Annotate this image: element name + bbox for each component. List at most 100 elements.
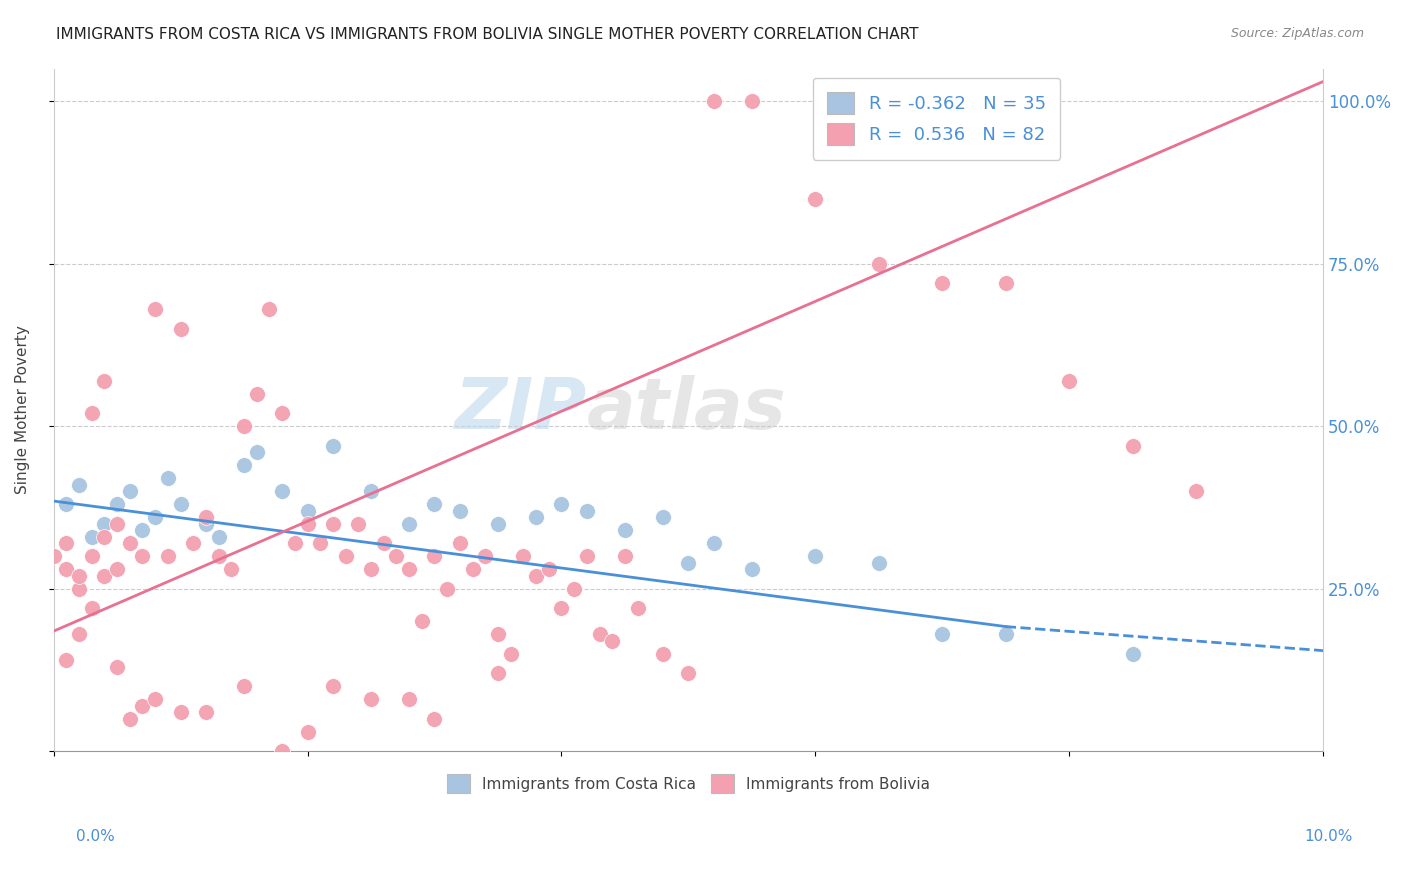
Point — [423, 497, 446, 511]
Point — [360, 484, 382, 499]
Point — [461, 562, 484, 576]
Point — [347, 516, 370, 531]
Point — [221, 562, 243, 576]
Text: 10.0%: 10.0% — [1305, 830, 1353, 844]
Point — [194, 516, 217, 531]
Point — [271, 406, 294, 420]
Point — [67, 582, 90, 596]
Point — [1057, 374, 1080, 388]
Point — [80, 530, 103, 544]
Point — [703, 536, 725, 550]
Point — [512, 549, 534, 564]
Point — [194, 510, 217, 524]
Point — [868, 556, 890, 570]
Point — [474, 549, 496, 564]
Point — [297, 516, 319, 531]
Point — [131, 524, 153, 538]
Point — [613, 549, 636, 564]
Point — [67, 627, 90, 641]
Point — [994, 276, 1017, 290]
Point — [398, 516, 420, 531]
Text: Source: ZipAtlas.com: Source: ZipAtlas.com — [1230, 27, 1364, 40]
Point — [284, 536, 307, 550]
Point — [868, 257, 890, 271]
Point — [55, 653, 77, 667]
Text: atlas: atlas — [586, 376, 786, 444]
Point — [741, 562, 763, 576]
Point — [436, 582, 458, 596]
Point — [118, 536, 141, 550]
Point — [169, 706, 191, 720]
Point — [741, 94, 763, 108]
Point — [652, 647, 675, 661]
Point — [143, 692, 166, 706]
Point — [80, 549, 103, 564]
Point — [105, 516, 128, 531]
Point — [67, 477, 90, 491]
Point — [208, 549, 231, 564]
Point — [486, 627, 509, 641]
Point — [80, 406, 103, 420]
Point — [208, 530, 231, 544]
Point — [588, 627, 610, 641]
Point — [246, 445, 269, 459]
Point — [524, 510, 547, 524]
Point — [1185, 484, 1208, 499]
Point — [297, 504, 319, 518]
Point — [562, 582, 585, 596]
Point — [385, 549, 408, 564]
Point — [271, 484, 294, 499]
Point — [575, 504, 598, 518]
Point — [449, 536, 471, 550]
Point — [322, 439, 344, 453]
Point — [118, 712, 141, 726]
Point — [499, 647, 522, 661]
Point — [486, 516, 509, 531]
Point — [550, 497, 572, 511]
Point — [246, 386, 269, 401]
Point — [600, 633, 623, 648]
Point — [55, 497, 77, 511]
Point — [181, 536, 204, 550]
Legend: Immigrants from Costa Rica, Immigrants from Bolivia: Immigrants from Costa Rica, Immigrants f… — [434, 762, 942, 805]
Point — [449, 504, 471, 518]
Point — [613, 524, 636, 538]
Point — [678, 556, 700, 570]
Point — [411, 615, 433, 629]
Point — [105, 497, 128, 511]
Point — [233, 419, 256, 434]
Point — [156, 549, 179, 564]
Point — [93, 374, 115, 388]
Point — [131, 698, 153, 713]
Point — [105, 660, 128, 674]
Point — [1122, 439, 1144, 453]
Point — [271, 744, 294, 758]
Point — [575, 549, 598, 564]
Point — [105, 562, 128, 576]
Point — [322, 516, 344, 531]
Point — [322, 680, 344, 694]
Point — [156, 471, 179, 485]
Text: ZIP: ZIP — [454, 376, 586, 444]
Point — [297, 725, 319, 739]
Point — [259, 302, 281, 317]
Point — [360, 562, 382, 576]
Y-axis label: Single Mother Poverty: Single Mother Poverty — [15, 326, 30, 494]
Point — [131, 549, 153, 564]
Point — [335, 549, 357, 564]
Point — [678, 666, 700, 681]
Point — [486, 666, 509, 681]
Point — [423, 712, 446, 726]
Point — [143, 302, 166, 317]
Point — [169, 321, 191, 335]
Point — [537, 562, 560, 576]
Point — [55, 562, 77, 576]
Point — [550, 601, 572, 615]
Point — [67, 569, 90, 583]
Point — [703, 94, 725, 108]
Point — [93, 530, 115, 544]
Point — [398, 562, 420, 576]
Point — [1122, 647, 1144, 661]
Point — [804, 549, 827, 564]
Text: IMMIGRANTS FROM COSTA RICA VS IMMIGRANTS FROM BOLIVIA SINGLE MOTHER POVERTY CORR: IMMIGRANTS FROM COSTA RICA VS IMMIGRANTS… — [56, 27, 918, 42]
